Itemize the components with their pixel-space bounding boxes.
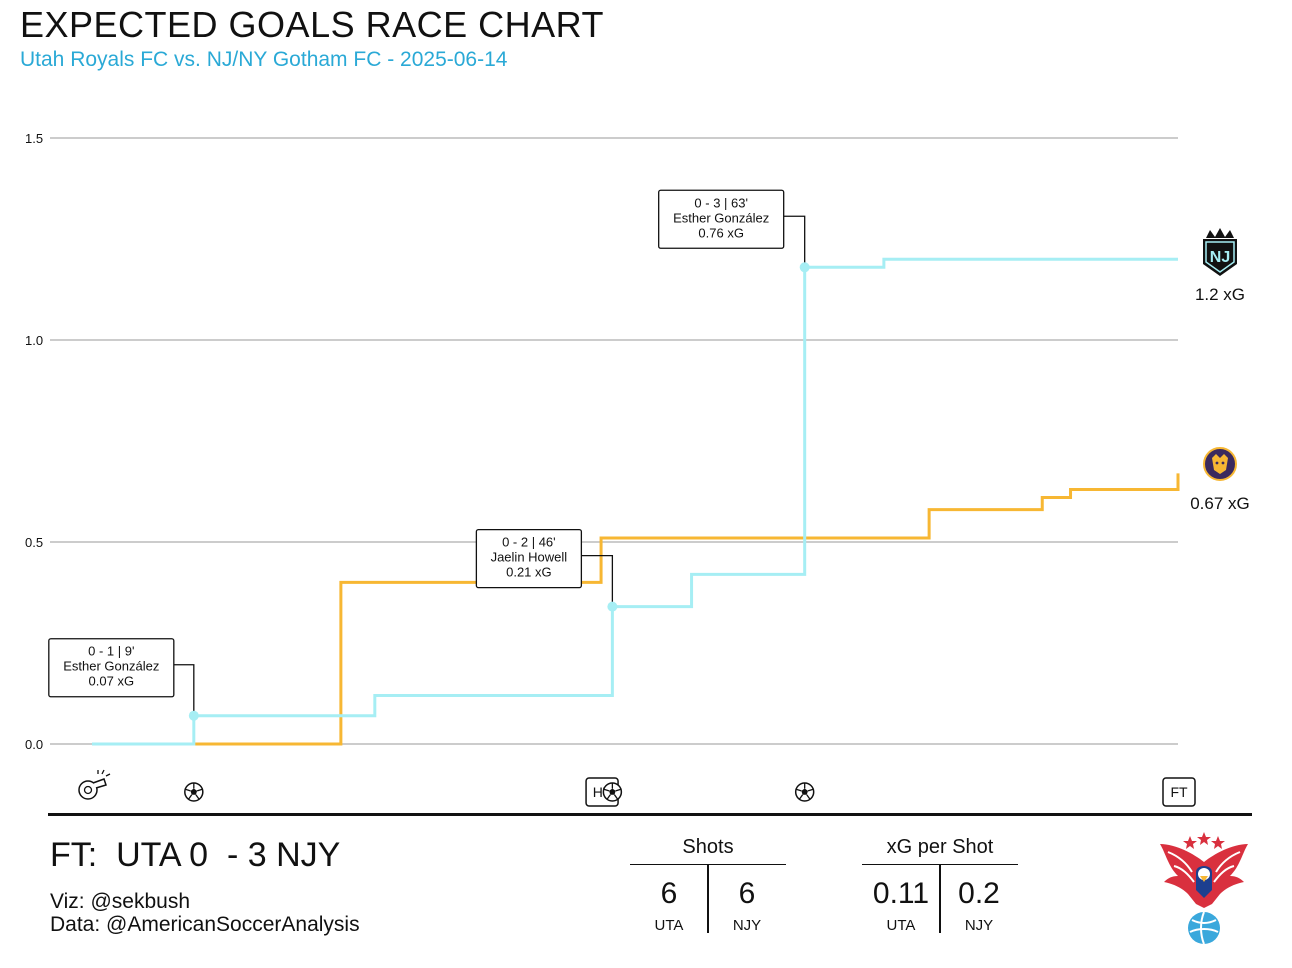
- annotation-box: [48, 638, 175, 698]
- xg-per-shot-heading: xG per Shot: [886, 836, 994, 858]
- y-tick-label: 0.0: [25, 737, 43, 752]
- soccer-ball-icon: [184, 782, 204, 802]
- annotation-scorer: Esther González: [673, 210, 769, 225]
- footer-divider: [48, 813, 1252, 816]
- grid-lines: [50, 137, 1178, 745]
- away-end-label: 1.2 xG: [1195, 285, 1245, 304]
- goal-point: [607, 601, 618, 612]
- xg-per-shot-away-team: NJY: [964, 917, 994, 934]
- shots-home-team: UTA: [654, 917, 684, 934]
- annotation-score: 0 - 1 | 9': [88, 644, 134, 659]
- annotation-leader: [783, 215, 806, 268]
- annotation-score: 0 - 2 | 46': [502, 535, 556, 550]
- series-lines: [92, 257, 1180, 746]
- annotation-box: [658, 189, 785, 249]
- annotation-score: 0 - 3 | 63': [694, 195, 748, 210]
- chart-subtitle: Utah Royals FC vs. NJ/NY Gotham FC - 202…: [20, 48, 508, 71]
- american-soccer-analysis-eagle-logo-icon: [1160, 832, 1248, 945]
- shots-heading-rule: [630, 864, 786, 865]
- viz-credit: Viz: @sekbush: [50, 890, 190, 913]
- annotation-scorer: Esther González: [63, 659, 159, 674]
- series-line-njy: [92, 257, 1178, 746]
- annotation-box: [475, 528, 583, 589]
- annotation-leader: [581, 554, 614, 607]
- annotation-leader: [173, 664, 195, 716]
- shots-heading: Shots: [682, 836, 734, 858]
- shots-home-value: 6: [660, 877, 678, 910]
- xg-per-shot-away-value: 0.2: [958, 877, 1000, 910]
- timeline-marker-label: FT: [1170, 784, 1188, 800]
- annotation-xg: 0.76 xG: [698, 225, 744, 240]
- y-tick-label: 1.5: [25, 131, 43, 146]
- y-tick-label: 1.0: [25, 333, 43, 348]
- match-timeline: HT FT: [78, 769, 1196, 807]
- annotation-scorer: Jaelin Howell: [491, 550, 568, 565]
- series-line-uta: [193, 473, 1180, 746]
- shots-divider: [707, 865, 709, 933]
- data-credit: Data: @AmericanSoccerAnalysis: [50, 913, 360, 936]
- goal-point: [799, 262, 810, 273]
- final-score: FT: UTA 0 - 3 NJY: [50, 836, 341, 874]
- xg-per-shot-home-team: UTA: [886, 917, 916, 934]
- goal-point: [188, 710, 199, 721]
- whistle-icon: [78, 769, 111, 800]
- y-tick-label: 0.5: [25, 535, 43, 550]
- soccer-ball-icon: [794, 782, 815, 802]
- xg-per-shot-heading-rule: [862, 864, 1018, 865]
- utah-royals-logo-icon: [1203, 447, 1237, 481]
- shots-away-value: 6: [738, 877, 756, 910]
- xg-per-shot-divider: [939, 865, 941, 933]
- timeline-marker-ft: FT: [1162, 777, 1196, 807]
- xg-per-shot-home-value: 0.11: [872, 877, 930, 910]
- annotation-xg: 0.07 xG: [89, 674, 135, 689]
- svg-text:NJ: NJ: [1210, 249, 1230, 266]
- shots-away-team: NJY: [732, 917, 762, 934]
- y-tick-labels: 0.0 0.5 1.0 1.5: [25, 131, 43, 752]
- annotation-xg: 0.21 xG: [506, 565, 552, 580]
- chart-title: EXPECTED GOALS RACE CHART: [20, 4, 604, 45]
- soccer-ball-icon: [602, 782, 623, 802]
- home-end-label: 0.67 xG: [1190, 494, 1250, 513]
- gotham-fc-logo-icon: NJ: [1203, 228, 1237, 276]
